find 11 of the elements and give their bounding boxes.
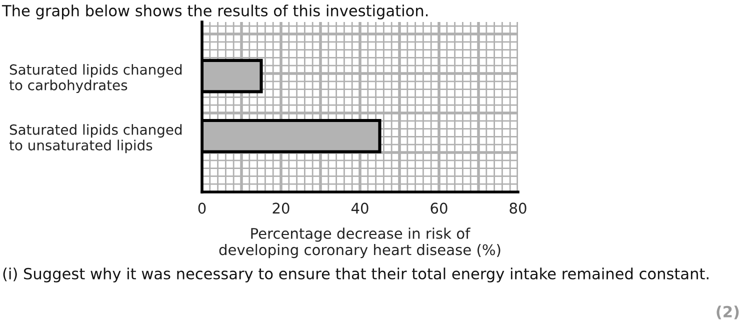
x-tick-label: 40 — [351, 202, 368, 214]
x-tick-label: 20 — [272, 202, 290, 214]
chart-title: The graph below shows the results of this investigation. — [2, 4, 428, 20]
text: (i) Suggest why it was necessary to ensure that their total energy intake remained constant. — [3, 268, 708, 282]
y-tick-label: Saturated lipids changed to carbohydrates — [9, 64, 182, 94]
x-tick-label: 80 — [510, 202, 526, 214]
x-tick-label: 0 — [198, 202, 206, 214]
x-tick-label: 60 — [430, 202, 448, 214]
text: (2) — [716, 306, 739, 320]
x-axis-title: Percentage decrease in risk of developing coronary heart disease (%) — [219, 228, 500, 258]
y-tick-label: Saturated lipids changed to unsaturated lipids — [9, 124, 182, 154]
